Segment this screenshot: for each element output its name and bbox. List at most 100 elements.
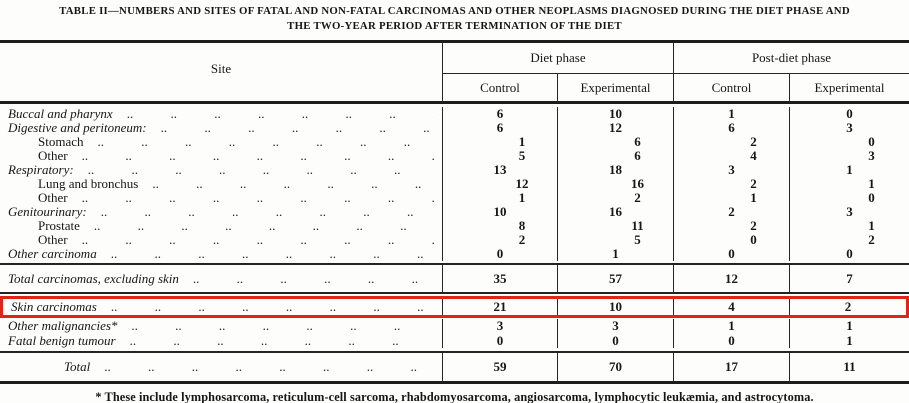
- value-cell: 7: [789, 265, 909, 292]
- value-cell: 1: [673, 319, 789, 333]
- site-cell: Buccal and pharynx .. .. .. .. .. .. .. .…: [0, 107, 442, 121]
- dot-leader: .. .. .. .. .. .. .. .. .. .. .. ..: [152, 177, 434, 191]
- value-cell: 5: [442, 149, 557, 163]
- value-cell: 6: [673, 121, 789, 135]
- value-cell: 0: [789, 247, 909, 261]
- site-label: Total: [64, 359, 91, 374]
- value-cell: 16: [557, 177, 673, 191]
- site-label: Fatal benign tumour: [8, 333, 116, 348]
- table-row-genitourinary-other: Other .. .. .. .. .. .. .. .. .. .. .. ..…: [0, 233, 909, 247]
- value-cell: 0: [789, 191, 909, 205]
- value-cell: 35: [442, 265, 557, 292]
- value-cell: 11: [789, 353, 909, 381]
- footnote: * These include lymphosarcoma, reticulum…: [95, 390, 814, 403]
- site-cell: Stomach .. .. .. .. .. .. .. .. .. .. .. …: [0, 135, 442, 149]
- dot-leader: .. .. .. .. .. .. .. .. .. .. .. ..: [160, 121, 434, 135]
- value-cell: 70: [557, 353, 673, 381]
- site-cell: Other .. .. .. .. .. .. .. .. .. .. .. ..: [0, 191, 442, 205]
- site-label: Genitourinary:: [8, 205, 87, 219]
- value-cell: 0: [673, 247, 789, 261]
- dot-leader: .. .. .. .. .. .. .. .. .. .. .. ..: [110, 247, 434, 261]
- dot-leader: .. .. .. .. .. .. .. .. .. .. .. ..: [192, 271, 434, 286]
- value-cell: 0: [673, 233, 789, 247]
- site-label: Other: [38, 233, 68, 247]
- table-row-prostate: Prostate .. .. .. .. .. .. .. .. .. .. ..…: [0, 219, 909, 233]
- site-cell: Other .. .. .. .. .. .. .. .. .. .. .. ..: [0, 233, 442, 247]
- site-label: Prostate: [38, 219, 80, 233]
- column-header-site: Site: [210, 61, 232, 76]
- value-cell: 12: [673, 265, 789, 292]
- value-cell: 3: [557, 319, 673, 333]
- value-cell: 4: [673, 299, 789, 315]
- value-cell: 2: [789, 299, 906, 315]
- site-label: Lung and bronchus: [38, 177, 139, 191]
- value-cell: 0: [442, 247, 557, 261]
- column-header-diet-experimental: Experimental: [557, 74, 673, 101]
- site-cell: Digestive and peritoneum: .. .. .. .. .. …: [0, 121, 442, 135]
- dot-leader: .. .. .. .. .. .. .. .. .. .. .. ..: [110, 299, 434, 314]
- value-cell: 18: [557, 163, 673, 177]
- value-cell: 1: [789, 319, 909, 333]
- group-header-diet-phase: Diet phase: [442, 43, 673, 74]
- table-row-digestive-and-peritoneum: Digestive and peritoneum: .. .. .. .. .. …: [0, 121, 909, 135]
- value-cell: 2: [789, 233, 909, 247]
- dot-leader: .. .. .. .. .. .. .. .. .. .. .. ..: [87, 163, 434, 177]
- table-title-line2: THE TWO-YEAR PERIOD AFTER TERMINATION OF…: [287, 20, 622, 32]
- value-cell: 13: [442, 163, 557, 177]
- site-cell: Fatal benign tumour .. .. .. .. .. .. .. …: [0, 333, 442, 348]
- value-cell: 4: [673, 149, 789, 163]
- value-cell: 2: [673, 205, 789, 219]
- dot-leader: .. .. .. .. .. .. .. .. .. .. .. ..: [81, 233, 434, 247]
- value-cell: 10: [442, 205, 557, 219]
- dot-leader: .. .. .. .. .. .. .. .. .. .. .. ..: [81, 149, 434, 163]
- value-cell: 12: [557, 121, 673, 135]
- value-cell: 3: [789, 205, 909, 219]
- value-cell: 12: [442, 177, 557, 191]
- value-cell: 1: [673, 107, 789, 121]
- site-cell: Respiratory: .. .. .. .. .. .. .. .. .. .…: [0, 163, 442, 177]
- value-cell: 3: [789, 149, 909, 163]
- value-cell: 1: [442, 191, 557, 205]
- value-cell: 2: [673, 219, 789, 233]
- dot-leader: .. .. .. .. .. .. .. .. .. .. .. ..: [97, 135, 435, 149]
- site-label: Respiratory:: [8, 163, 74, 177]
- value-cell: 1: [442, 135, 557, 149]
- site-cell: Other carcinoma .. .. .. .. .. .. .. .. .…: [0, 247, 442, 261]
- group-header-post-diet-phase: Post-diet phase: [673, 43, 909, 74]
- section-sites: Buccal and pharynx .. .. .. .. .. .. .. .…: [0, 104, 909, 263]
- site-label: Stomach: [38, 135, 84, 149]
- value-cell: 3: [442, 319, 557, 333]
- table-row-other-malignancies: Other malignancies* .. .. .. .. .. .. .. …: [0, 319, 909, 333]
- value-cell: 6: [442, 121, 557, 135]
- site-label: Other: [38, 149, 68, 163]
- value-cell: 1: [789, 333, 909, 348]
- value-cell: 2: [557, 191, 673, 205]
- table-header: Site Diet phase Post-diet phase Control …: [0, 43, 909, 104]
- site-label: Skin carcinomas: [11, 299, 97, 314]
- value-cell: 0: [442, 333, 557, 348]
- site-label: Buccal and pharynx: [8, 107, 113, 121]
- site-cell: Other malignancies* .. .. .. .. .. .. .. …: [0, 319, 442, 333]
- value-cell: 1: [673, 191, 789, 205]
- site-cell: Total .. .. .. .. .. .. .. .. .. .. .. ..: [0, 353, 442, 381]
- table-row-respiratory-other: Other .. .. .. .. .. .. .. .. .. .. .. ..…: [0, 191, 909, 205]
- site-label: Other carcinoma: [8, 247, 97, 261]
- site-cell: Total carcinomas, excluding skin .. .. ..…: [0, 265, 442, 292]
- value-cell: 57: [557, 265, 673, 292]
- value-cell: 10: [557, 107, 673, 121]
- value-cell: 0: [673, 333, 789, 348]
- site-cell: Lung and bronchus .. .. .. .. .. .. .. ..…: [0, 177, 442, 191]
- section-grand-total: Total .. .. .. .. .. .. .. .. .. .. .. ..…: [0, 351, 909, 381]
- table-row-buccal-and-pharynx: Buccal and pharynx .. .. .. .. .. .. .. .…: [0, 107, 909, 121]
- table-title: TABLE II—NUMBERS AND SITES OF FATAL AND …: [0, 0, 909, 34]
- dot-leader: .. .. .. .. .. .. .. .. .. .. .. ..: [104, 359, 434, 374]
- value-cell: 3: [789, 121, 909, 135]
- table-row-fatal-benign-tumour: Fatal benign tumour .. .. .. .. .. .. .. …: [0, 333, 909, 348]
- column-header-post-control: Control: [673, 74, 789, 101]
- value-cell: 11: [557, 219, 673, 233]
- value-cell: 0: [789, 135, 909, 149]
- value-cell: 3: [673, 163, 789, 177]
- table-title-line1: TABLE II—NUMBERS AND SITES OF FATAL AND …: [59, 5, 850, 17]
- dot-leader: .. .. .. .. .. .. .. .. .. .. .. ..: [100, 205, 434, 219]
